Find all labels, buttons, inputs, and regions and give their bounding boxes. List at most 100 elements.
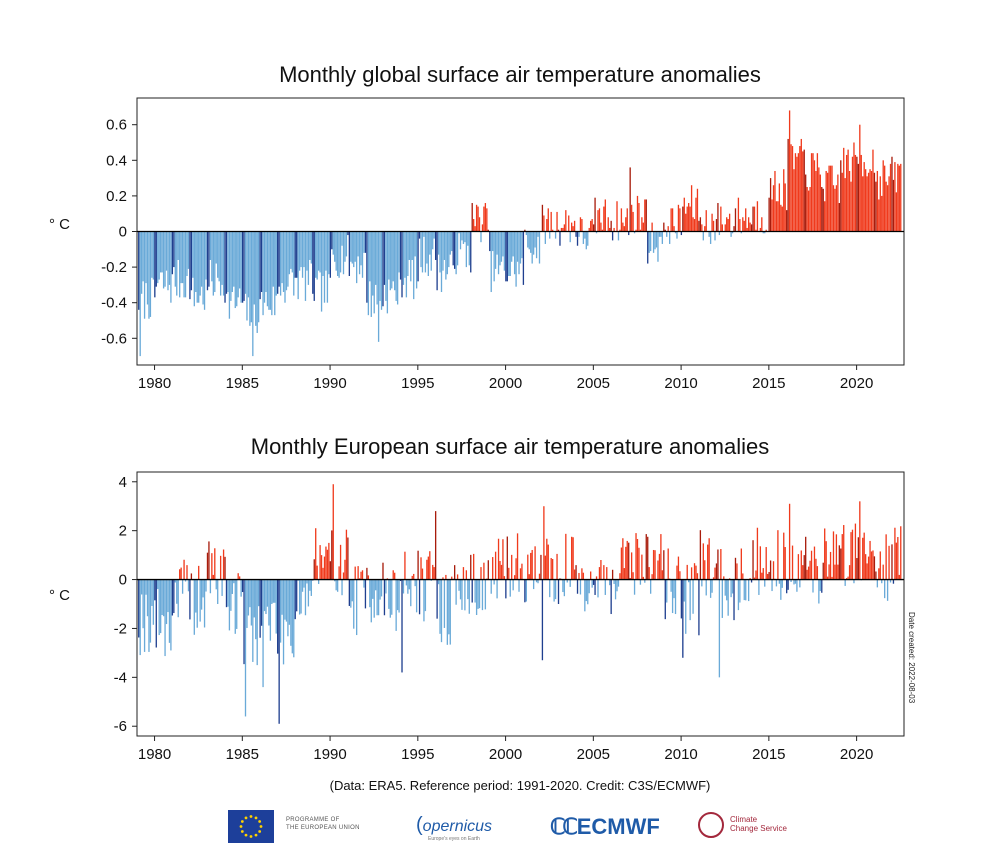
global-bar (591, 219, 593, 232)
global-bar (799, 146, 801, 232)
global-bar (739, 219, 741, 232)
global-bar (490, 231, 492, 293)
europe-bar (603, 565, 605, 580)
europe-bar (205, 579, 207, 592)
europe-bar (870, 551, 873, 580)
europe-bar (164, 579, 166, 657)
europe-chart-title: Monthly European surface air temperature… (250, 434, 770, 459)
global-bar (652, 231, 655, 253)
logo-bar: PROGRAMME OF THE EUROPEAN UNION (opernic… (228, 806, 808, 850)
global-bar (746, 227, 748, 232)
global-bar (421, 231, 424, 273)
europe-xtick-label: 1990 (313, 746, 346, 763)
europe-bar (445, 574, 447, 580)
europe-ytick-label: 4 (119, 474, 127, 491)
global-bar (575, 231, 577, 237)
global-bar (698, 220, 700, 232)
global-bar (832, 185, 835, 232)
europe-bar (361, 570, 364, 580)
europe-bar (214, 548, 216, 580)
global-bar (528, 231, 530, 250)
europe-bar (363, 579, 365, 588)
europe-bar (199, 579, 201, 622)
europe-bar (423, 579, 425, 622)
europe-ytick-label: -6 (114, 718, 127, 735)
global-bar (554, 231, 557, 239)
europe-bar (702, 543, 704, 580)
global-bar (673, 226, 675, 232)
europe-bar (145, 579, 147, 595)
global-bar (752, 206, 754, 232)
europe-bar (225, 579, 228, 608)
global-bar (146, 231, 149, 305)
europe-bar (818, 579, 820, 604)
europe-bar (190, 573, 193, 580)
global-bar (392, 231, 394, 282)
europe-bar (238, 576, 241, 580)
europe-bar (879, 551, 881, 580)
europe-bar (677, 556, 680, 580)
copernicus-logo: (opernicus (416, 814, 492, 837)
europe-xtick-label: 2005 (577, 746, 610, 763)
global-bar (666, 231, 668, 237)
global-bar (728, 213, 731, 232)
europe-bar (638, 547, 640, 580)
global-bar (462, 231, 465, 244)
global-bar (442, 231, 444, 271)
global-bar (774, 170, 776, 232)
global-bar (667, 226, 669, 232)
europe-bar (268, 579, 270, 626)
global-bar (616, 201, 618, 232)
global-bar (496, 231, 498, 255)
global-bar (806, 187, 808, 232)
europe-bar (152, 579, 155, 625)
global-bar (644, 199, 646, 232)
global-bar (803, 149, 805, 232)
europe-bar (478, 579, 481, 609)
global-bar (879, 176, 881, 232)
global-bar (429, 231, 431, 255)
global-bar (179, 231, 181, 298)
global-bar (721, 224, 723, 232)
global-bar (859, 124, 861, 232)
europe-bar (255, 579, 257, 640)
europe-bar (468, 579, 470, 614)
europe-bar (315, 528, 317, 580)
europe-bar (840, 548, 842, 580)
global-bar (361, 231, 364, 278)
global-bar (313, 231, 315, 301)
europe-bar (635, 533, 637, 580)
c3s-line1: Climate (730, 815, 758, 824)
global-ytick-label: -0.2 (101, 259, 127, 276)
global-bar (870, 170, 873, 232)
europe-bar (525, 579, 527, 602)
global-bar (585, 231, 587, 250)
global-bar (268, 231, 270, 310)
global-ytick-label: 0.4 (106, 152, 127, 169)
global-bar (230, 231, 232, 301)
europe-bar (784, 547, 786, 580)
global-bar (168, 231, 171, 285)
europe-bar (613, 579, 615, 584)
europe-bar (745, 579, 747, 601)
europe-bar (320, 555, 323, 580)
europe-bar (606, 567, 608, 580)
europe-bar (436, 579, 438, 619)
europe-bar (850, 532, 852, 580)
global-bar (588, 227, 590, 232)
europe-bar (139, 579, 141, 656)
europe-bar (796, 579, 798, 592)
global-bar (160, 231, 162, 273)
global-bar (844, 178, 846, 232)
europe-bar (733, 579, 735, 621)
eu-star (254, 816, 258, 820)
global-bar (831, 165, 833, 232)
global-bar (622, 222, 624, 232)
europe-bar (350, 579, 352, 608)
global-bar (747, 217, 750, 232)
global-bar (200, 231, 203, 287)
global-bar (778, 183, 781, 232)
global-bar (682, 206, 684, 232)
global-bar (768, 197, 770, 232)
europe-bar (727, 579, 729, 616)
